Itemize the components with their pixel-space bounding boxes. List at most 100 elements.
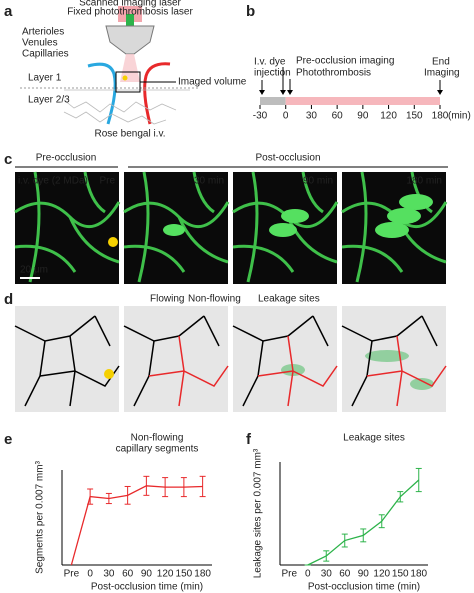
- error-bar: [180, 477, 187, 498]
- tracing-frame: [233, 306, 337, 412]
- leak: [269, 223, 297, 237]
- capillary-bed: [63, 89, 190, 125]
- tick-label: 180: [432, 111, 449, 122]
- x-tick-label: 0: [305, 569, 311, 580]
- target: [108, 237, 118, 247]
- vessel: [68, 216, 120, 264]
- vessel-tracing: [232, 315, 314, 342]
- event-label: Pre-occlusion imaging: [296, 56, 394, 67]
- x-tick-label: Pre: [281, 569, 297, 580]
- laser-beam: [126, 14, 134, 28]
- vessel-tracing: [287, 335, 338, 387]
- x-tick-label: 180: [194, 569, 211, 580]
- y-axis-label: Segments per 0.007 mm³: [35, 460, 46, 573]
- frame-label: 180 min: [406, 176, 442, 187]
- beam-cone: [120, 54, 140, 82]
- target: [104, 369, 114, 379]
- vessel-tracing: [178, 335, 229, 387]
- image-frames: Pre 30 min 90 min 180 min i.v. dye (2 MDa) 20…: [14, 171, 448, 284]
- x-tick-label: 60: [122, 569, 134, 580]
- arrow-head: [287, 90, 293, 95]
- vessel-label: Venules: [22, 38, 58, 49]
- x-tick-label: 30: [103, 569, 115, 580]
- event-label: Imaging: [424, 68, 460, 79]
- leak: [387, 208, 421, 224]
- error-bar: [323, 550, 330, 562]
- error-bar: [124, 485, 131, 505]
- x-tick-label: 150: [176, 569, 193, 580]
- target: [122, 75, 128, 81]
- vessel-tracing: [203, 315, 220, 347]
- x-tick-label: 30: [321, 569, 333, 580]
- x-tick-label: 90: [141, 569, 153, 580]
- vessel: [301, 171, 324, 214]
- vessel-tracing: [366, 370, 403, 377]
- dye-label: i.v. dye (2 MDa): [18, 176, 88, 187]
- phase-bar: [260, 97, 286, 105]
- tick-label: 150: [406, 111, 423, 122]
- tick-label: 90: [357, 111, 369, 122]
- vessel-label: Arterioles: [22, 27, 64, 38]
- error-bar: [199, 475, 206, 498]
- tracing-frame: [15, 306, 119, 412]
- vessel: [83, 171, 106, 214]
- leak-site: [410, 378, 434, 390]
- x-tick-label: Pre: [64, 569, 80, 580]
- panel-label: b: [246, 3, 255, 20]
- tick-label: 60: [332, 111, 344, 122]
- objective: [105, 25, 155, 55]
- legend-entry: Flowing: [150, 294, 184, 305]
- vessel-tracing: [396, 370, 403, 407]
- series-line: [307, 479, 420, 566]
- vessel-tracing: [14, 315, 96, 342]
- vessel-tracing: [287, 370, 294, 407]
- tick-label: 120: [380, 111, 397, 122]
- leak: [375, 222, 409, 238]
- panel-label: e: [4, 431, 12, 448]
- series-line: [70, 485, 203, 566]
- chart-title: capillary segments: [116, 444, 199, 455]
- legend-entry: Non-flowing: [188, 294, 241, 305]
- vessel: [137, 171, 150, 283]
- arrow-head: [259, 90, 265, 95]
- error-bar: [143, 475, 150, 496]
- error-bar: [341, 533, 348, 548]
- vessel: [177, 216, 229, 264]
- vessel: [123, 244, 186, 273]
- frame-label: 30 min: [194, 176, 224, 187]
- vessel-tracing: [94, 315, 111, 347]
- vessel-tracing: [39, 370, 76, 377]
- tick-label: -30: [253, 111, 268, 122]
- vessel: [14, 244, 77, 273]
- vessel: [341, 244, 404, 273]
- leak: [163, 224, 185, 236]
- x-tick-label: 180: [410, 569, 427, 580]
- layer-label: Layer 1: [28, 73, 62, 84]
- x-tick-label: 150: [392, 569, 409, 580]
- leak-site: [365, 350, 409, 362]
- laser-label: Scanned imaging laser: [79, 0, 181, 9]
- tick-label: 30: [306, 111, 318, 122]
- laser-label: Fixed photothrombosis laser: [67, 7, 193, 18]
- error-bar: [415, 467, 422, 493]
- x-axis-label: Post-occlusion time (min): [308, 582, 420, 593]
- vessel: [355, 171, 368, 283]
- legend-entry: Leakage sites: [258, 294, 320, 305]
- x-tick-label: 60: [339, 569, 351, 580]
- layer-label: Layer 2/3: [28, 95, 70, 106]
- tracing-frame: [342, 306, 446, 412]
- leak: [399, 194, 433, 210]
- vessel-tracing: [396, 335, 447, 387]
- vessel-tracing: [69, 370, 76, 407]
- event-label: Photothrombosis: [296, 68, 371, 79]
- error-bar: [162, 477, 169, 498]
- event-label: injection: [254, 68, 291, 79]
- vessel-tracing: [148, 370, 185, 377]
- vessel-tracing: [341, 315, 423, 342]
- volume-label: Imaged volume: [178, 77, 247, 88]
- unit-label: (min): [448, 111, 471, 122]
- vessel: [232, 244, 295, 273]
- vessel-tracing: [178, 370, 185, 407]
- chart-title: Non-flowing: [131, 433, 184, 444]
- event-label: I.v. dye: [254, 57, 286, 68]
